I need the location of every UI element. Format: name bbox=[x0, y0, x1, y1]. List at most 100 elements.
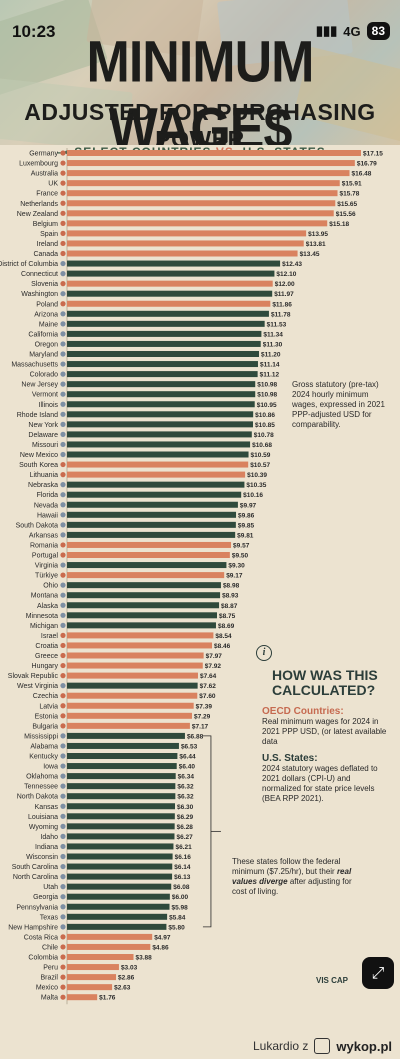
state-flag-icon bbox=[60, 492, 66, 498]
bar bbox=[67, 612, 217, 619]
value-label: $8.75 bbox=[219, 613, 236, 620]
flag-icon bbox=[60, 472, 66, 478]
bar bbox=[67, 521, 236, 528]
status-time: 10:23 bbox=[12, 22, 56, 41]
value-label: $17.15 bbox=[363, 151, 383, 158]
value-label: $10.98 bbox=[257, 382, 277, 389]
bar bbox=[67, 190, 338, 197]
state-flag-icon bbox=[60, 783, 66, 789]
category-label: Bulgaria bbox=[32, 723, 58, 730]
category-label: Iowa bbox=[43, 764, 58, 771]
category-label: France bbox=[36, 191, 58, 198]
category-label: Maine bbox=[39, 321, 58, 328]
value-label: $6.21 bbox=[175, 844, 192, 851]
bar bbox=[67, 873, 173, 880]
bar bbox=[67, 592, 221, 599]
category-label: Minnesota bbox=[26, 613, 58, 620]
flag-icon bbox=[60, 160, 66, 166]
value-label: $6.28 bbox=[177, 824, 194, 831]
value-label: $7.17 bbox=[192, 723, 209, 730]
flag-icon bbox=[60, 994, 66, 1000]
flag-icon bbox=[60, 240, 66, 247]
state-flag-icon bbox=[60, 371, 66, 377]
category-label: Massachusetts bbox=[11, 362, 58, 369]
category-label: Greece bbox=[35, 653, 58, 660]
bar bbox=[67, 883, 172, 890]
state-flag-icon bbox=[60, 904, 66, 910]
flag-icon bbox=[60, 642, 66, 649]
category-label: California bbox=[28, 331, 58, 338]
wykop-logo-icon bbox=[314, 1038, 331, 1054]
expand-button[interactable]: ⤢ bbox=[362, 957, 394, 989]
category-label: Wyoming bbox=[29, 824, 58, 831]
header-banner: 10:23 ▮▮▮ 4G 83 MINIMUM WAGE$ ADJUSTED F… bbox=[0, 0, 400, 145]
bar bbox=[67, 541, 232, 548]
category-label: Florida bbox=[37, 492, 59, 499]
bar bbox=[67, 240, 304, 247]
flag-icon bbox=[60, 964, 66, 970]
publisher-logo: VIS CAP bbox=[316, 976, 349, 985]
bar bbox=[67, 180, 340, 187]
category-label: West Virginia bbox=[17, 683, 58, 690]
flag-icon bbox=[60, 652, 66, 659]
category-label: District of Columbia bbox=[0, 261, 58, 268]
category-label: South Korea bbox=[19, 462, 58, 469]
value-label: $10.68 bbox=[252, 442, 272, 449]
bar bbox=[67, 994, 98, 1001]
category-label: Virginia bbox=[35, 563, 58, 570]
category-label: Pennsylvania bbox=[16, 904, 58, 911]
category-label: South Carolina bbox=[12, 864, 58, 871]
category-label: New Mexico bbox=[20, 452, 58, 459]
bar bbox=[67, 260, 281, 267]
value-label: $9.57 bbox=[233, 542, 250, 549]
category-label: Australia bbox=[31, 171, 58, 178]
category-label: Kentucky bbox=[29, 754, 58, 761]
flag-icon bbox=[60, 673, 66, 679]
watermark-site: wykop.pl bbox=[336, 1038, 392, 1054]
state-flag-icon bbox=[60, 803, 66, 809]
bar-chart: Germany $17.15 Luxembourg $16.79 Australia $1… bbox=[0, 148, 383, 1005]
bar bbox=[67, 361, 258, 368]
value-label: $15.56 bbox=[336, 211, 356, 218]
category-label: Colombia bbox=[28, 955, 58, 962]
bar bbox=[67, 773, 176, 780]
category-label: Slovak Republic bbox=[8, 673, 59, 680]
us-title: U.S. States: bbox=[262, 753, 318, 764]
bar bbox=[67, 381, 256, 388]
state-flag-icon bbox=[60, 863, 66, 870]
bar bbox=[67, 913, 168, 920]
category-label: Mississippi bbox=[24, 733, 58, 740]
value-label: $11.12 bbox=[260, 372, 280, 379]
value-label: $10.39 bbox=[247, 472, 267, 479]
value-label: $10.98 bbox=[257, 392, 277, 399]
bar bbox=[67, 300, 271, 307]
value-label: $10.57 bbox=[250, 462, 270, 469]
us-text: 2024 statutory wages deflated to 2021 do… bbox=[262, 764, 378, 803]
signal-icon: ▮▮▮ bbox=[315, 23, 338, 38]
bar bbox=[67, 682, 198, 689]
category-label: Delaware bbox=[28, 432, 58, 439]
value-label: $7.62 bbox=[200, 683, 217, 690]
state-flag-icon bbox=[60, 401, 66, 407]
category-label: Idaho bbox=[40, 834, 58, 841]
value-label: $8.87 bbox=[221, 603, 238, 610]
bar bbox=[67, 843, 174, 850]
bar bbox=[67, 150, 361, 156]
bar bbox=[67, 974, 117, 981]
value-label: $15.65 bbox=[337, 201, 357, 208]
value-label: $11.20 bbox=[261, 352, 281, 359]
category-label: Alaska bbox=[37, 603, 58, 610]
bar bbox=[67, 853, 173, 860]
value-label: $9.30 bbox=[228, 563, 245, 570]
status-indicators: ▮▮▮ 4G 83 bbox=[316, 22, 390, 40]
category-label: Missouri bbox=[32, 442, 59, 449]
network-type: 4G bbox=[343, 23, 361, 39]
value-label: $10.85 bbox=[255, 422, 275, 429]
category-label: Michigan bbox=[30, 623, 58, 630]
value-label: $2.63 bbox=[114, 985, 131, 992]
bar bbox=[67, 863, 173, 870]
flag-icon bbox=[60, 723, 66, 729]
bar bbox=[67, 662, 203, 669]
category-label: Alabama bbox=[30, 743, 58, 750]
flag-icon bbox=[60, 662, 66, 669]
